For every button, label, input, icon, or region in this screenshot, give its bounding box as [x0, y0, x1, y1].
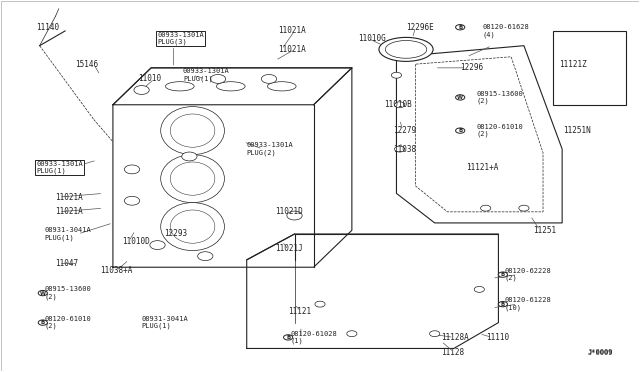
Circle shape	[182, 152, 197, 161]
Circle shape	[284, 335, 292, 340]
Ellipse shape	[216, 82, 245, 91]
Text: 08120-61028
(1): 08120-61028 (1)	[290, 331, 337, 344]
Text: B: B	[458, 25, 462, 30]
Circle shape	[499, 301, 508, 307]
Text: B: B	[500, 302, 505, 307]
Text: 12279: 12279	[394, 126, 417, 135]
Ellipse shape	[161, 155, 225, 203]
Ellipse shape	[166, 82, 194, 91]
Text: 11251: 11251	[534, 226, 557, 235]
Text: 00933-1301A
PLUG(3): 00933-1301A PLUG(3)	[157, 32, 204, 45]
Circle shape	[519, 205, 529, 211]
Ellipse shape	[268, 82, 296, 91]
Text: 11010D: 11010D	[122, 237, 150, 246]
Text: 08120-61010
(2): 08120-61010 (2)	[476, 124, 523, 137]
Text: 00933-1301A
PLUG(1): 00933-1301A PLUG(1)	[36, 161, 83, 174]
Text: 11128: 11128	[441, 348, 464, 357]
Ellipse shape	[385, 41, 427, 58]
Text: 08120-61628
(4): 08120-61628 (4)	[483, 24, 529, 38]
Bar	[552, 31, 626, 105]
Circle shape	[315, 301, 325, 307]
Text: 08915-13600
(2): 08915-13600 (2)	[476, 91, 523, 104]
Circle shape	[456, 95, 465, 100]
Ellipse shape	[170, 114, 215, 147]
Circle shape	[394, 102, 404, 108]
Text: 11010B: 11010B	[384, 100, 412, 109]
Circle shape	[38, 320, 47, 325]
Text: 11121: 11121	[288, 307, 311, 316]
Text: 11021A: 11021A	[56, 207, 83, 217]
Text: 11021J: 11021J	[275, 244, 303, 253]
Text: 11010G: 11010G	[358, 34, 386, 43]
Text: J*0009: J*0009	[588, 350, 613, 356]
Circle shape	[392, 72, 401, 78]
Text: 11047: 11047	[56, 259, 79, 268]
Text: 11021D: 11021D	[275, 207, 303, 217]
Text: 08120-61010
(2): 08120-61010 (2)	[45, 316, 92, 329]
Text: W: W	[40, 291, 46, 296]
Text: 08931-3041A
PLUG(1): 08931-3041A PLUG(1)	[45, 227, 92, 241]
Text: 00933-1301A
PLUG(2): 00933-1301A PLUG(2)	[246, 142, 294, 156]
Text: 15146: 15146	[75, 60, 98, 69]
Text: 00933-1301A
PLUG(1): 00933-1301A PLUG(1)	[183, 68, 230, 82]
Text: 12296E: 12296E	[406, 23, 434, 32]
Text: B: B	[286, 335, 291, 340]
Text: B: B	[41, 320, 45, 325]
Circle shape	[474, 286, 484, 292]
Circle shape	[124, 196, 140, 205]
Text: W: W	[457, 95, 463, 100]
Circle shape	[499, 272, 508, 277]
Circle shape	[456, 128, 465, 133]
Text: 11121Z: 11121Z	[559, 60, 587, 69]
Text: B: B	[500, 272, 505, 277]
Text: 11140: 11140	[36, 23, 60, 32]
Text: 12296: 12296	[460, 63, 483, 72]
Text: 11021A: 11021A	[56, 193, 83, 202]
Circle shape	[198, 252, 213, 260]
Text: 11038: 11038	[394, 145, 417, 154]
Circle shape	[134, 86, 149, 94]
Text: 08120-61228
(10): 08120-61228 (10)	[505, 297, 552, 311]
Ellipse shape	[379, 38, 433, 61]
Text: 11251N: 11251N	[563, 126, 591, 135]
Text: 11021A: 11021A	[278, 45, 307, 54]
Text: 11038+A: 11038+A	[100, 266, 132, 275]
Circle shape	[287, 211, 302, 220]
Ellipse shape	[161, 203, 225, 251]
Circle shape	[38, 291, 47, 296]
Circle shape	[429, 331, 440, 337]
Text: 12293: 12293	[164, 230, 187, 238]
Text: 11021A: 11021A	[278, 26, 307, 35]
Text: 08915-13600
(2): 08915-13600 (2)	[45, 286, 92, 300]
Text: 11128A: 11128A	[441, 333, 469, 342]
Text: 08931-3041A
PLUG(1): 08931-3041A PLUG(1)	[141, 316, 188, 329]
Circle shape	[394, 146, 404, 152]
Text: 08120-62228
(2): 08120-62228 (2)	[505, 268, 552, 281]
Circle shape	[150, 241, 165, 250]
Ellipse shape	[161, 107, 225, 155]
Circle shape	[347, 331, 357, 337]
Text: B: B	[458, 128, 462, 133]
Text: 11010: 11010	[138, 74, 161, 83]
Circle shape	[261, 74, 276, 83]
Text: 11110: 11110	[486, 333, 509, 342]
Text: J*0009: J*0009	[588, 349, 613, 355]
Circle shape	[124, 165, 140, 174]
Ellipse shape	[170, 162, 215, 195]
Circle shape	[481, 205, 491, 211]
Circle shape	[456, 25, 465, 30]
Ellipse shape	[170, 210, 215, 243]
Circle shape	[211, 74, 226, 83]
Text: 11121+A: 11121+A	[467, 163, 499, 172]
